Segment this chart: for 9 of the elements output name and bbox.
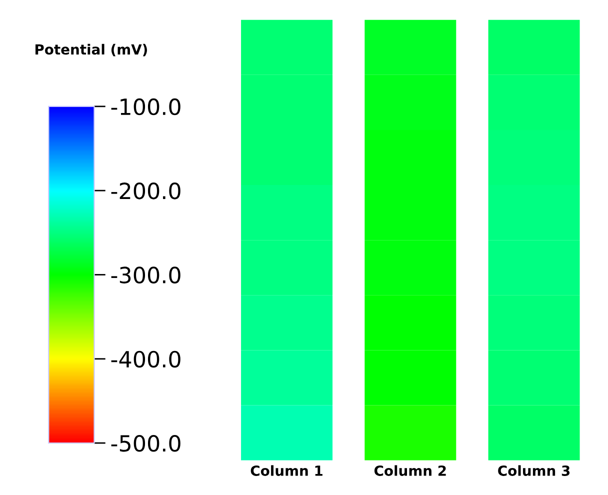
x-tick-label: Column 1 [250, 465, 322, 476]
x-tick-label: Column 3 [498, 465, 570, 476]
color-bar-label: -100.0 [111, 98, 180, 116]
color-bar-label: -300.0 [111, 266, 180, 284]
color-bar-label: -200.0 [111, 182, 180, 200]
color-bar-label: -500.0 [111, 434, 180, 452]
color-bar-label: -400.0 [111, 350, 180, 368]
x-tick-label: Column 2 [374, 465, 446, 476]
color-bar-title: Potential (mV) [36, 44, 147, 56]
